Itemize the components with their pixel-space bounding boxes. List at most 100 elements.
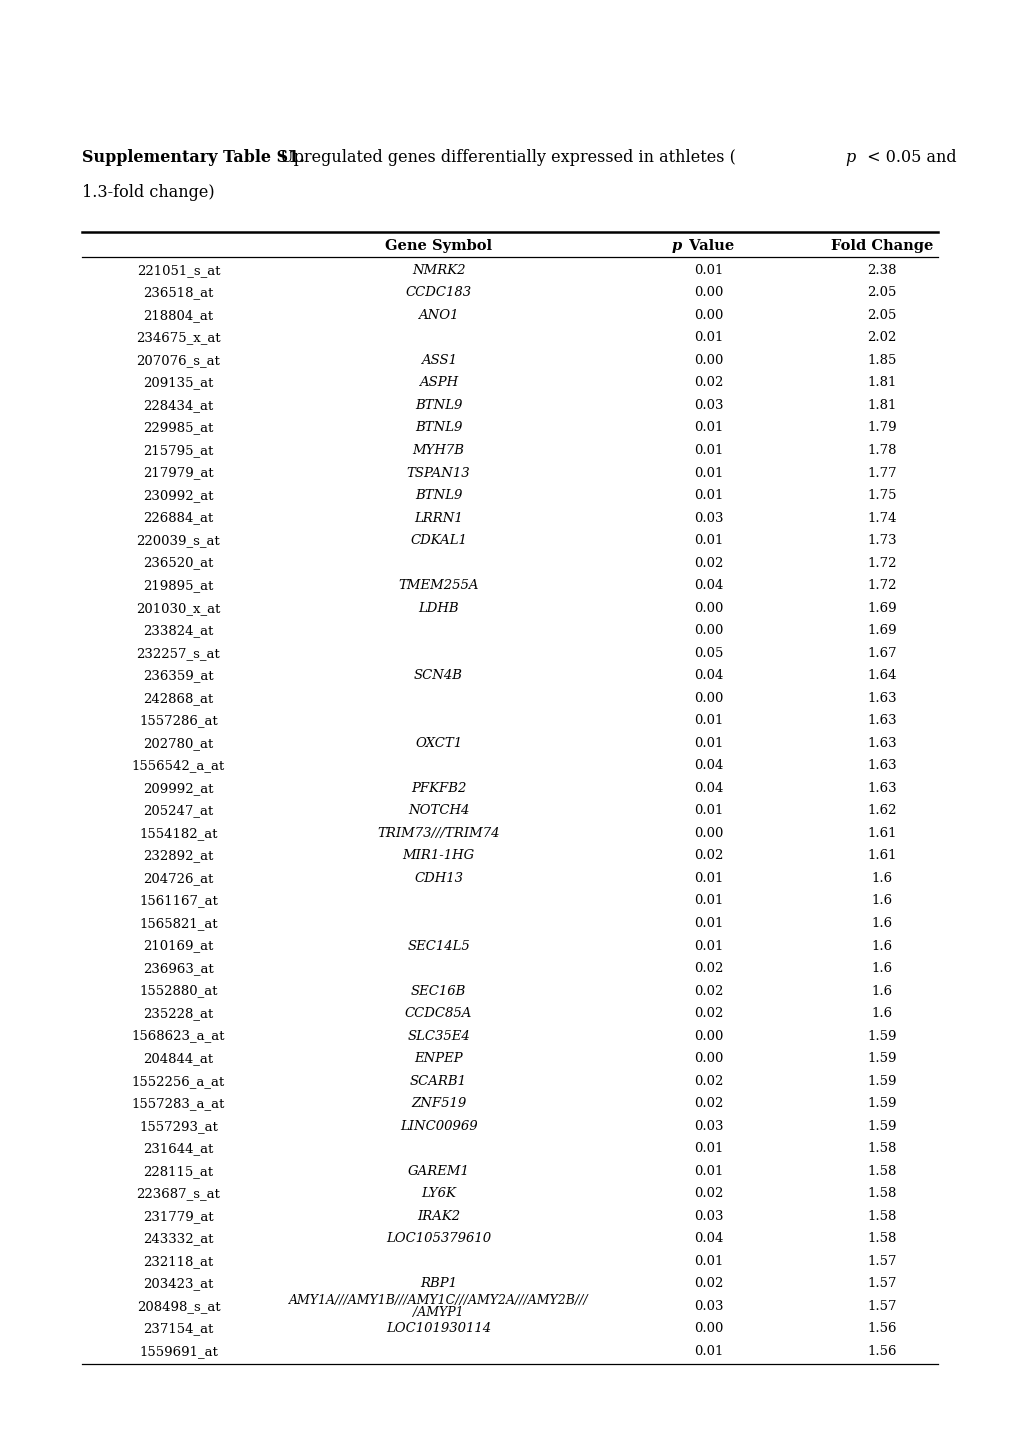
Text: 0.00: 0.00 xyxy=(694,309,722,322)
Text: 1559691_at: 1559691_at xyxy=(139,1345,218,1358)
Text: SEC16B: SEC16B xyxy=(411,985,466,998)
Text: ASPH: ASPH xyxy=(419,376,458,389)
Text: 1.58: 1.58 xyxy=(867,1187,896,1200)
Text: 231779_at: 231779_at xyxy=(143,1210,214,1223)
Text: 208498_s_at: 208498_s_at xyxy=(137,1299,220,1312)
Text: 0.02: 0.02 xyxy=(694,1007,722,1019)
Text: 0.02: 0.02 xyxy=(694,849,722,862)
Text: 0.00: 0.00 xyxy=(694,692,722,705)
Text: 0.01: 0.01 xyxy=(694,714,722,727)
Text: Gene Symbol: Gene Symbol xyxy=(384,238,492,252)
Text: 228115_at: 228115_at xyxy=(144,1165,213,1178)
Text: CCDC183: CCDC183 xyxy=(406,287,471,300)
Text: SCARB1: SCARB1 xyxy=(410,1074,467,1087)
Text: 0.04: 0.04 xyxy=(694,760,722,773)
Text: 219895_at: 219895_at xyxy=(144,580,213,593)
Text: 1.81: 1.81 xyxy=(867,399,896,412)
Text: MYH7B: MYH7B xyxy=(413,444,464,457)
Text: 1.3-fold change): 1.3-fold change) xyxy=(82,185,214,200)
Text: BTNL9: BTNL9 xyxy=(415,399,462,412)
Text: 0.00: 0.00 xyxy=(694,624,722,637)
Text: 0.04: 0.04 xyxy=(694,580,722,593)
Text: 221051_s_at: 221051_s_at xyxy=(137,264,220,277)
Text: Supplementary Table S1.: Supplementary Table S1. xyxy=(82,149,305,166)
Text: CDKAL1: CDKAL1 xyxy=(410,534,467,547)
Text: 1.63: 1.63 xyxy=(866,760,897,773)
Text: ZNF519: ZNF519 xyxy=(411,1097,466,1110)
Text: 0.03: 0.03 xyxy=(694,1299,722,1312)
Text: PFKFB2: PFKFB2 xyxy=(411,782,466,795)
Text: 0.00: 0.00 xyxy=(694,353,722,366)
Text: p: p xyxy=(671,238,681,252)
Text: 1.57: 1.57 xyxy=(867,1278,896,1291)
Text: 1.56: 1.56 xyxy=(867,1345,896,1358)
Text: 204726_at: 204726_at xyxy=(144,872,213,885)
Text: 0.00: 0.00 xyxy=(694,1053,722,1066)
Text: BTNL9: BTNL9 xyxy=(415,421,462,434)
Text: TRIM73///TRIM74: TRIM73///TRIM74 xyxy=(377,826,499,839)
Text: 0.04: 0.04 xyxy=(694,1233,722,1246)
Text: ENPEP: ENPEP xyxy=(414,1053,463,1066)
Text: 2.05: 2.05 xyxy=(867,309,896,322)
Text: 0.01: 0.01 xyxy=(694,534,722,547)
Text: Value: Value xyxy=(684,238,734,252)
Text: 0.01: 0.01 xyxy=(694,1345,722,1358)
Text: 1.85: 1.85 xyxy=(867,353,896,366)
Text: 0.05: 0.05 xyxy=(694,646,722,659)
Text: 232257_s_at: 232257_s_at xyxy=(137,646,220,659)
Text: 1.57: 1.57 xyxy=(867,1299,896,1312)
Text: 0.00: 0.00 xyxy=(694,1030,722,1043)
Text: 2.02: 2.02 xyxy=(867,332,896,345)
Text: 1.69: 1.69 xyxy=(866,624,897,637)
Text: 1.64: 1.64 xyxy=(867,669,896,682)
Text: 0.01: 0.01 xyxy=(694,1165,722,1178)
Text: 0.01: 0.01 xyxy=(694,940,722,953)
Text: 1.58: 1.58 xyxy=(867,1165,896,1178)
Text: 0.03: 0.03 xyxy=(694,512,722,525)
Text: 1552256_a_at: 1552256_a_at xyxy=(131,1074,225,1087)
Text: 220039_s_at: 220039_s_at xyxy=(137,534,220,547)
Text: OXCT1: OXCT1 xyxy=(415,737,462,750)
Text: 0.01: 0.01 xyxy=(694,894,722,907)
Text: p: p xyxy=(844,149,854,166)
Text: 242868_at: 242868_at xyxy=(144,692,213,705)
Text: 0.00: 0.00 xyxy=(694,826,722,839)
Text: 0.01: 0.01 xyxy=(694,917,722,930)
Text: 0.02: 0.02 xyxy=(694,962,722,975)
Text: 237154_at: 237154_at xyxy=(144,1322,213,1335)
Text: SEC14L5: SEC14L5 xyxy=(407,940,470,953)
Text: 226884_at: 226884_at xyxy=(144,512,213,525)
Text: 1.58: 1.58 xyxy=(867,1210,896,1223)
Text: CDH13: CDH13 xyxy=(414,872,463,885)
Text: 1.63: 1.63 xyxy=(866,782,897,795)
Text: CCDC85A: CCDC85A xyxy=(405,1007,472,1019)
Text: 2.05: 2.05 xyxy=(867,287,896,300)
Text: 201030_x_at: 201030_x_at xyxy=(137,601,220,614)
Text: /AMYP1: /AMYP1 xyxy=(413,1306,464,1319)
Text: 1.61: 1.61 xyxy=(867,826,896,839)
Text: 1.6: 1.6 xyxy=(871,962,892,975)
Text: Fold Change: Fold Change xyxy=(830,238,932,252)
Text: NMRK2: NMRK2 xyxy=(412,264,465,277)
Text: 0.01: 0.01 xyxy=(694,264,722,277)
Text: 0.02: 0.02 xyxy=(694,557,722,570)
Text: 1.6: 1.6 xyxy=(871,917,892,930)
Text: 205247_at: 205247_at xyxy=(144,805,213,818)
Text: 236359_at: 236359_at xyxy=(143,669,214,682)
Text: TMEM255A: TMEM255A xyxy=(398,580,478,593)
Text: IRAK2: IRAK2 xyxy=(417,1210,460,1223)
Text: MIR1-1HG: MIR1-1HG xyxy=(403,849,474,862)
Text: 1.58: 1.58 xyxy=(867,1233,896,1246)
Text: BTNL9: BTNL9 xyxy=(415,489,462,502)
Text: 1.72: 1.72 xyxy=(867,580,896,593)
Text: 0.00: 0.00 xyxy=(694,601,722,614)
Text: 0.01: 0.01 xyxy=(694,737,722,750)
Text: 1561167_at: 1561167_at xyxy=(139,894,218,907)
Text: RBP1: RBP1 xyxy=(420,1278,457,1291)
Text: 0.01: 0.01 xyxy=(694,489,722,502)
Text: 236518_at: 236518_at xyxy=(144,287,213,300)
Text: TSPAN13: TSPAN13 xyxy=(407,467,470,480)
Text: 1.56: 1.56 xyxy=(867,1322,896,1335)
Text: LRRN1: LRRN1 xyxy=(414,512,463,525)
Text: 202780_at: 202780_at xyxy=(144,737,213,750)
